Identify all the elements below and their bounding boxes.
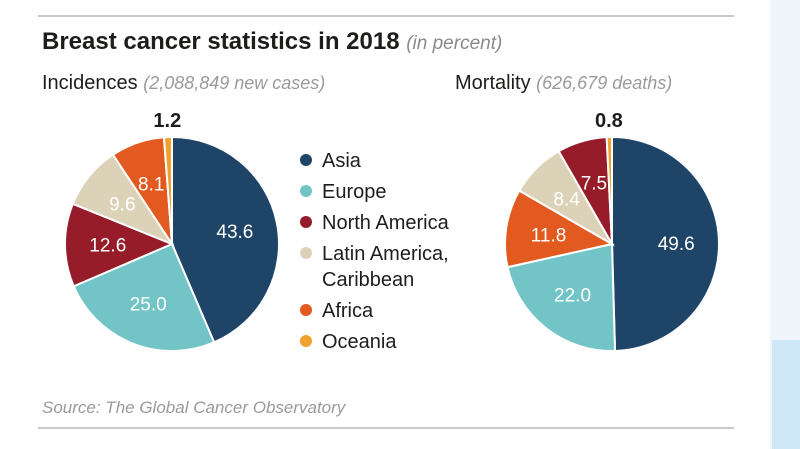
mortality-subtitle: (626,679 deaths) bbox=[536, 73, 673, 93]
legend-swatch bbox=[300, 304, 312, 316]
incidences-value-label: 25.0 bbox=[130, 295, 167, 316]
legend-item: Latin America, Caribbean bbox=[300, 241, 490, 293]
mortality-value-label: 7.5 bbox=[581, 173, 607, 194]
legend-item: Europe bbox=[300, 179, 490, 205]
incidences-slice bbox=[162, 135, 173, 245]
legend-item: North America bbox=[300, 210, 490, 236]
legend-item: Oceania bbox=[300, 329, 490, 355]
incidences-value-label: 9.6 bbox=[109, 194, 135, 215]
legend-swatch bbox=[300, 154, 312, 166]
legend-swatch bbox=[300, 247, 312, 259]
legend-label: Europe bbox=[322, 181, 387, 203]
source-note: Source: The Global Cancer Observatory bbox=[42, 398, 346, 417]
legend-label: Oceania bbox=[322, 331, 397, 353]
bottom-divider bbox=[38, 427, 734, 429]
incidences-value-label: 12.6 bbox=[89, 236, 126, 257]
top-divider bbox=[38, 15, 734, 17]
mortality-value-label: 49.6 bbox=[658, 234, 695, 255]
mortality-slice bbox=[611, 135, 720, 352]
mortality-title: Mortality bbox=[455, 72, 531, 94]
legend-label: Africa bbox=[322, 300, 374, 322]
incidences-value-label: 43.6 bbox=[216, 222, 253, 243]
legend-item: Asia bbox=[300, 148, 490, 174]
mortality-slice bbox=[506, 242, 617, 352]
legend-item: Africa bbox=[300, 298, 490, 324]
legend: Asia Europe North America Latin America, Ca… bbox=[300, 148, 490, 360]
incidences-heading: Incidences (2,088,849 new cases) bbox=[42, 72, 325, 95]
legend-label: Asia bbox=[322, 150, 361, 172]
mortality-slice bbox=[504, 189, 615, 269]
legend-swatch bbox=[300, 216, 312, 228]
incidences-pie-chart: 43.6 25.0 12.6 9.68.1 1.2 bbox=[64, 110, 280, 352]
incidences-slice bbox=[72, 242, 216, 352]
chart-title-text: Breast cancer statistics in 2018 bbox=[42, 28, 400, 55]
incidences-title: Incidences bbox=[42, 72, 138, 94]
mortality-value-label: 11.8 bbox=[531, 225, 567, 246]
mortality-heading: Mortality (626,679 deaths) bbox=[455, 72, 672, 95]
incidences-slice bbox=[64, 202, 175, 288]
right-edge-accent bbox=[772, 340, 800, 449]
legend-label: Latin America, Caribbean bbox=[322, 243, 449, 291]
incidences-value-label: 8.1 bbox=[138, 174, 164, 195]
chart-title-unit: (in percent) bbox=[406, 33, 503, 54]
incidences-value-label: 1.2 bbox=[153, 110, 181, 132]
mortality-value-label: 22.0 bbox=[554, 286, 591, 307]
mortality-slice bbox=[605, 135, 613, 245]
chart-title: Breast cancer statistics in 2018 (in per… bbox=[42, 28, 502, 56]
legend-label: North America bbox=[322, 212, 449, 234]
legend-swatch bbox=[300, 185, 312, 197]
incidences-slice bbox=[171, 135, 280, 344]
legend-swatch bbox=[300, 335, 312, 347]
mortality-value-label: 0.8 bbox=[595, 110, 623, 132]
mortality-pie-chart: 49.6 22.0 11.8 8.47.5 0.8 bbox=[504, 110, 720, 352]
mortality-value-label: 8.4 bbox=[553, 190, 580, 211]
incidences-subtitle: (2,088,849 new cases) bbox=[143, 73, 326, 93]
